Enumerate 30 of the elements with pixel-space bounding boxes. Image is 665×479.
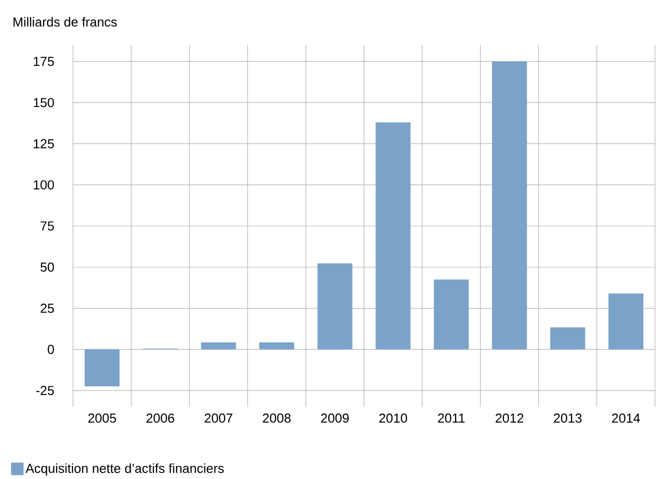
bar xyxy=(550,327,586,350)
x-tick-label: 2006 xyxy=(146,414,174,423)
y-tick-label: 25 xyxy=(40,304,54,313)
x-tick-label: 2008 xyxy=(262,414,291,423)
x-tick-label: 2011 xyxy=(438,414,465,423)
y-tick-label: 125 xyxy=(34,139,54,148)
bar xyxy=(201,342,236,350)
bar xyxy=(317,263,352,350)
bar xyxy=(492,61,527,350)
y-tick-label: 175 xyxy=(34,56,54,66)
legend-label: Acquisition nette d’actifs financiers xyxy=(26,463,224,476)
y-tick-label: -25 xyxy=(36,386,54,396)
y-tick-label: 0 xyxy=(48,344,54,354)
y-tick-label: 50 xyxy=(40,262,54,272)
x-tick-label: 2005 xyxy=(88,414,116,423)
y-tick-label: 150 xyxy=(34,98,54,108)
y-tick-label: 75 xyxy=(40,221,54,231)
x-tick-label: 2010 xyxy=(379,414,408,423)
y-tick-label: 100 xyxy=(34,180,54,190)
x-tick-label: 2014 xyxy=(612,414,640,423)
x-tick-label: 2009 xyxy=(321,414,349,423)
bar xyxy=(434,279,469,350)
x-tick-label: 2012 xyxy=(496,414,524,423)
bar xyxy=(376,122,411,350)
x-tick-label: 2007 xyxy=(204,414,232,423)
y-axis-title: Milliards de francs xyxy=(14,17,117,27)
x-tick-label: 2013 xyxy=(554,414,582,423)
bar xyxy=(84,349,120,386)
bar xyxy=(608,293,644,350)
bar xyxy=(259,342,294,350)
